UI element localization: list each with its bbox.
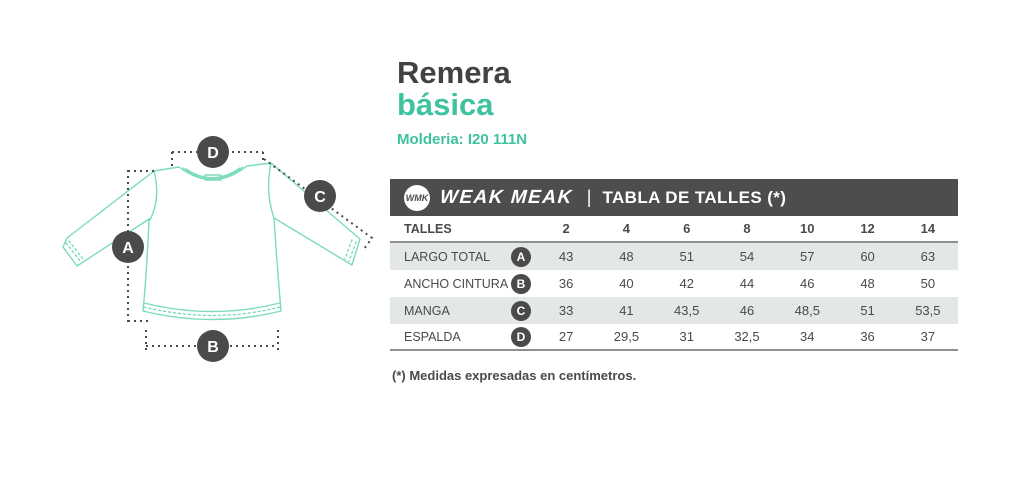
brand-name: WEAK MEAK xyxy=(439,186,574,208)
size-header: 2 xyxy=(562,221,570,236)
table-title: TABLA DE TALLES (*) xyxy=(602,187,787,207)
row-badge-c: C xyxy=(506,300,536,321)
size-header: 10 xyxy=(800,221,815,236)
svg-text:B: B xyxy=(207,339,219,356)
badge-b: B xyxy=(197,330,229,362)
cell-value: 46 xyxy=(800,276,815,291)
size-header: 4 xyxy=(622,221,631,236)
cell-value: 34 xyxy=(800,329,815,344)
row-badge-b: B xyxy=(506,273,536,294)
measurement-badges: D A C B xyxy=(112,136,336,362)
table-header-bar: WMK WEAK MEAK | TABLA DE TALLES (*) xyxy=(390,179,958,216)
svg-text:C: C xyxy=(314,189,326,206)
measure-line-d xyxy=(171,151,264,170)
size-table: TALLES 2 4 6 8 10 12 14 LARGO TOTAL A 43… xyxy=(390,216,958,351)
size-header: 6 xyxy=(683,221,691,236)
cell-value: 50 xyxy=(920,276,936,291)
cell-value: 46 xyxy=(739,303,755,318)
size-header: 14 xyxy=(920,221,936,236)
measurements-footnote: (*) Medidas expresadas en centímetros. xyxy=(392,368,637,383)
cell-value: 51 xyxy=(679,249,694,264)
cell-value: 57 xyxy=(800,249,815,264)
product-title: Remera xyxy=(397,55,511,90)
cell-value: 36 xyxy=(860,329,875,344)
table-row-ancho-cintura: ANCHO CINTURA B 36 40 42 44 46 48 50 xyxy=(390,270,958,297)
badge-d: D xyxy=(197,136,229,168)
cell-value: 54 xyxy=(739,249,755,264)
size-header: 8 xyxy=(743,221,751,236)
cell-value: 41 xyxy=(619,303,634,318)
table-row-largo-total: LARGO TOTAL A 43 48 51 54 57 60 63 xyxy=(390,243,958,270)
svg-text:A: A xyxy=(122,240,134,257)
measure-line-c xyxy=(263,158,374,250)
row-label: ANCHO CINTURA xyxy=(404,276,509,291)
cell-value: 51 xyxy=(860,303,875,318)
product-subtitle: básica xyxy=(397,87,494,122)
cell-value: 29,5 xyxy=(613,329,640,344)
measure-line-a xyxy=(127,170,154,322)
size-table-header-row: TALLES 2 4 6 8 10 12 14 xyxy=(390,216,958,243)
shirt-drawing xyxy=(62,162,361,321)
cell-value: 48,5 xyxy=(794,303,820,318)
cell-value: 37 xyxy=(920,329,936,344)
cell-value: 27 xyxy=(558,329,574,344)
row-label: ESPALDA xyxy=(404,329,461,344)
cell-value: 32,5 xyxy=(734,329,760,344)
svg-text:D: D xyxy=(207,145,219,162)
cell-value: 43 xyxy=(558,249,574,264)
cell-value: 48 xyxy=(619,249,634,264)
cell-value: 60 xyxy=(860,249,875,264)
header-separator: | xyxy=(586,187,592,207)
brand-logo-icon: WMK xyxy=(404,184,430,211)
cell-value: 44 xyxy=(739,276,755,291)
cell-value: 31 xyxy=(679,329,694,344)
row-badge-d: D xyxy=(506,326,536,347)
cell-value: 43,5 xyxy=(674,303,700,318)
pattern-code: Molderia: I20 111N xyxy=(397,131,528,148)
table-row-espalda: ESPALDA D 27 29,5 31 32,5 34 36 37 xyxy=(390,324,958,351)
row-label: LARGO TOTAL xyxy=(404,249,491,264)
sizes-column-label: TALLES xyxy=(404,221,452,236)
size-header: 12 xyxy=(860,221,875,236)
row-label: MANGA xyxy=(404,303,450,318)
cell-value: 42 xyxy=(679,276,694,291)
row-badge-a: A xyxy=(506,246,536,267)
cell-value: 36 xyxy=(558,276,574,291)
cell-value: 63 xyxy=(920,249,936,264)
table-row-manga: MANGA C 33 41 43,5 46 48,5 51 53,5 xyxy=(390,297,958,324)
title-block: Remera básica Molderia: I20 111N xyxy=(397,57,527,148)
badge-a: A xyxy=(112,231,144,263)
cell-value: 48 xyxy=(860,276,875,291)
cell-value: 40 xyxy=(619,276,634,291)
brand-monogram: WMK xyxy=(405,192,429,203)
badge-c: C xyxy=(304,180,336,212)
cell-value: 53,5 xyxy=(915,303,941,318)
shirt-measurement-diagram: D A C B xyxy=(62,136,374,362)
cell-value: 33 xyxy=(558,303,574,318)
